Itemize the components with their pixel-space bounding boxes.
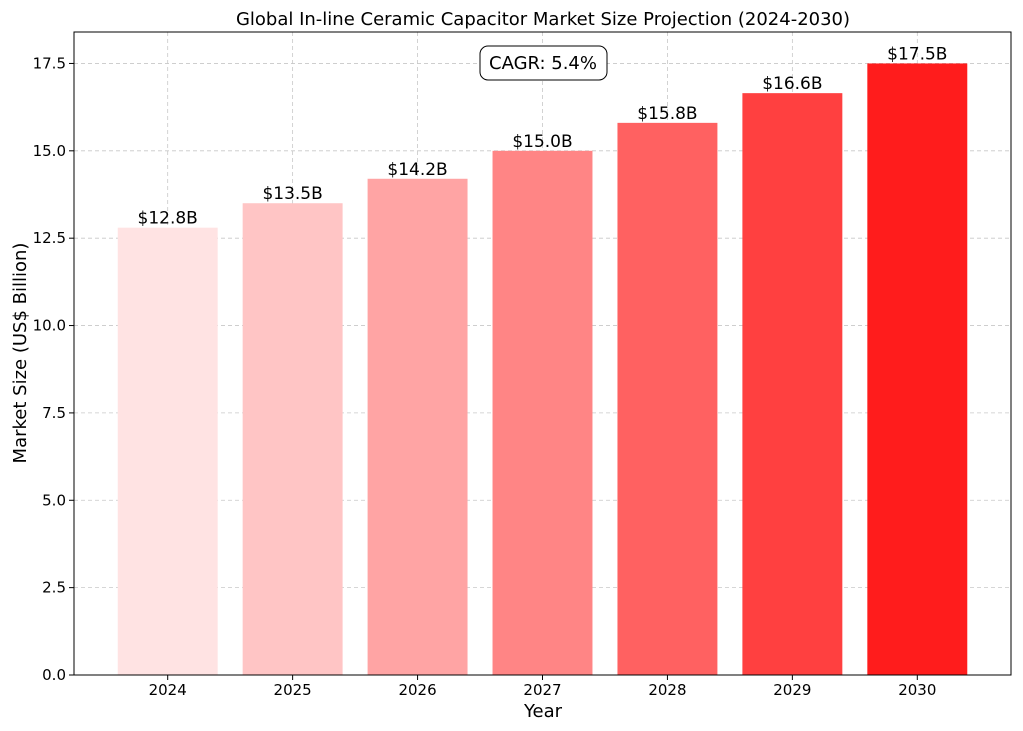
x-tick-label: 2025 xyxy=(274,681,312,699)
cagr-annotation-box xyxy=(479,45,608,81)
bar-2029 xyxy=(742,93,843,675)
bar-value-label: $14.2B xyxy=(387,160,447,180)
bar-2025 xyxy=(242,203,343,675)
y-tick-label: 2.5 xyxy=(42,579,66,597)
y-tick-label: 7.5 xyxy=(42,404,66,422)
x-tick-label: 2026 xyxy=(398,681,436,699)
x-tick-label: 2029 xyxy=(773,681,811,699)
y-axis-ticks: 0.0 2.5 5.0 7.5 10.0 12.5 15.0 17.5 xyxy=(33,54,74,684)
cagr-annotation-text: CAGR: 5.4% xyxy=(489,53,597,74)
y-tick-label: 10.0 xyxy=(33,317,66,335)
y-tick-label: 0.0 xyxy=(42,666,66,684)
chart-title: Global In-line Ceramic Capacitor Market … xyxy=(236,9,850,30)
bar-value-label: $13.5B xyxy=(262,184,322,204)
y-tick-label: 15.0 xyxy=(33,142,66,160)
bar-2027 xyxy=(492,150,593,676)
x-axis-title: Year xyxy=(523,701,563,722)
bar-2024 xyxy=(117,227,218,675)
y-tick-label: 12.5 xyxy=(33,229,66,247)
y-tick-label: 17.5 xyxy=(33,54,66,72)
y-axis-title: Market Size (US$ Billion) xyxy=(10,243,31,464)
bar-value-label: $16.6B xyxy=(762,74,822,94)
bar-value-label: $15.8B xyxy=(637,104,697,124)
x-axis-ticks: 2024 2025 2026 2027 2028 2029 2030 xyxy=(149,675,936,699)
x-tick-label: 2030 xyxy=(898,681,936,699)
x-tick-label: 2027 xyxy=(523,681,561,699)
bar-value-label: $17.5B xyxy=(887,44,947,64)
bar-2028 xyxy=(617,122,718,675)
bar-label-layer: $12.8B $13.5B $14.2B $15.0B $15.8B $16.6B $17.… xyxy=(138,44,948,228)
y-tick-label: 5.0 xyxy=(42,491,66,509)
bar-value-label: $15.0B xyxy=(512,132,572,152)
bar-value-label: $12.8B xyxy=(138,209,198,229)
bar-layer xyxy=(117,63,968,676)
bar-2026 xyxy=(367,178,468,676)
x-tick-label: 2024 xyxy=(149,681,187,699)
cagr-annotation: CAGR: 5.4% xyxy=(479,45,608,81)
bar-2030 xyxy=(867,63,968,675)
x-tick-label: 2028 xyxy=(648,681,686,699)
